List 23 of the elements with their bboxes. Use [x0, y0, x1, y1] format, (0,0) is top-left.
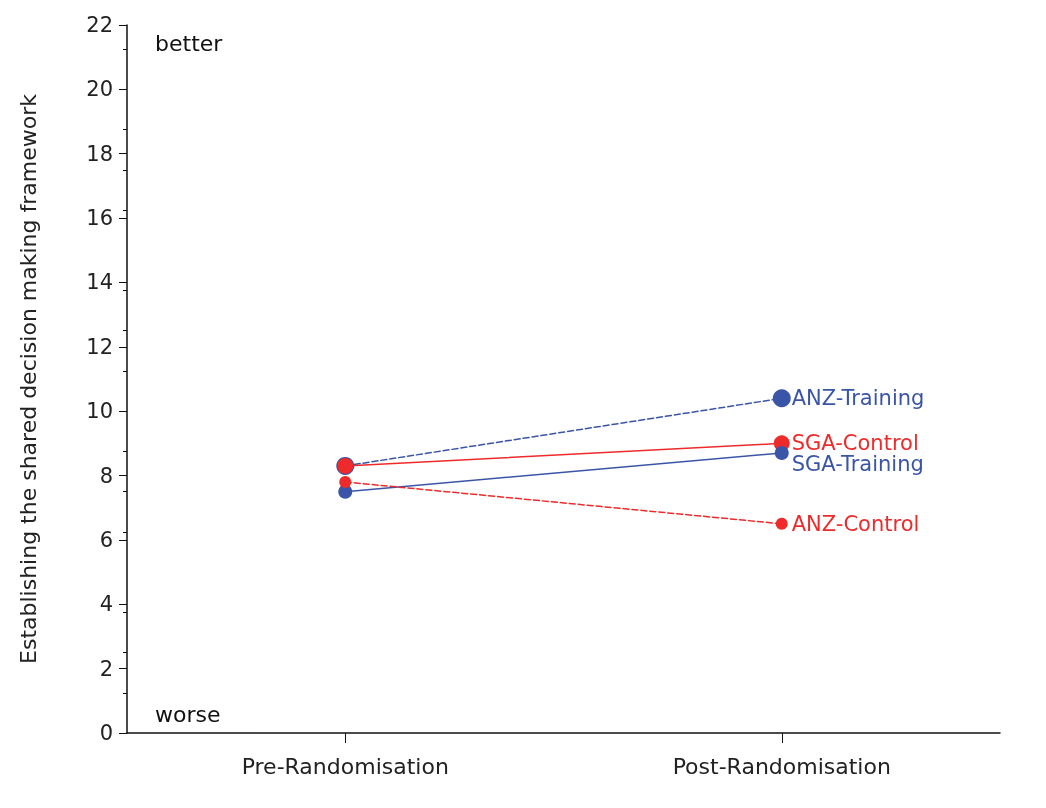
point: [774, 446, 789, 461]
y-tick-label: 14: [86, 270, 113, 295]
y-tick-label: 8: [99, 463, 113, 488]
y-tick-label: 20: [86, 77, 113, 102]
y-tick-label: 22: [86, 13, 113, 37]
point: [772, 389, 791, 408]
y-tick-label: 0: [99, 721, 113, 745]
x-tick-label: Post-Randomisation: [672, 753, 891, 779]
point: [775, 517, 788, 530]
annotation: better: [155, 30, 224, 56]
y-tick-label: 18: [86, 141, 113, 166]
point: [339, 475, 352, 488]
y-tick-label: 12: [86, 334, 113, 359]
y-tick-label: 16: [86, 206, 113, 231]
series-label: ANZ-Training: [791, 386, 925, 411]
annotation: worse: [155, 701, 221, 727]
y-tick-label: 10: [86, 399, 113, 424]
y-tick-label: 2: [99, 656, 113, 681]
y-axis-title: Establishing the shared decision making framework: [15, 93, 41, 664]
x-tick-label: Pre-Randomisation: [241, 753, 449, 779]
y-tick-label: 4: [99, 592, 113, 617]
series-label: ANZ-Control: [791, 511, 920, 536]
y-tick-label: 6: [99, 527, 113, 552]
